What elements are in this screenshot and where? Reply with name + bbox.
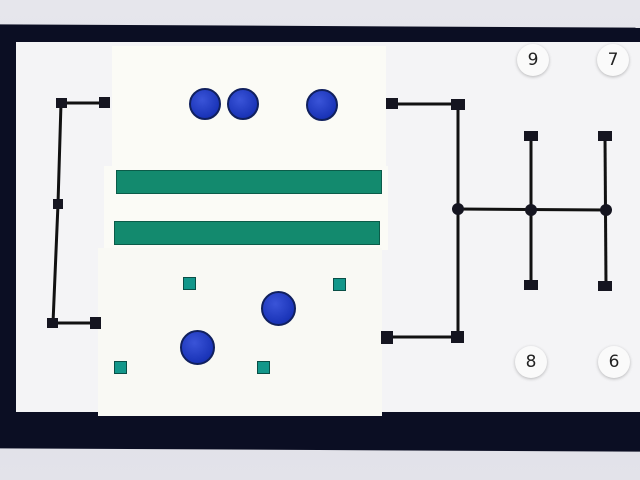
card-bottom <box>98 248 382 416</box>
connector-node <box>90 317 101 329</box>
junction-dot <box>600 204 612 216</box>
teal-square <box>183 277 196 290</box>
blue-circle <box>189 88 221 120</box>
connector-node <box>598 131 612 141</box>
connector-node <box>524 131 538 141</box>
teal-square <box>333 278 346 291</box>
connector-node <box>386 98 398 109</box>
blue-circle <box>261 291 296 326</box>
right-bracket-wire <box>385 102 460 339</box>
connector-node <box>56 98 67 108</box>
left-bracket-wire <box>51 101 106 325</box>
connector-node <box>47 318 58 328</box>
number-chip-7: 7 <box>597 44 629 76</box>
number-chip-9: 9 <box>517 44 549 76</box>
number-chip-8: 8 <box>515 346 547 378</box>
connector-node <box>451 331 464 343</box>
blue-circle <box>180 330 215 365</box>
connector-node <box>53 199 63 209</box>
connector-node <box>451 99 465 110</box>
junction-dot <box>452 203 464 215</box>
connector-node <box>598 281 612 291</box>
connector-node <box>524 280 538 290</box>
number-chip-6: 6 <box>598 346 630 378</box>
connector-node <box>99 97 110 108</box>
junction-dot <box>525 204 537 216</box>
teal-square <box>257 361 270 374</box>
blue-circle <box>306 89 338 121</box>
green-bar-upper <box>116 170 382 194</box>
teal-square <box>114 361 127 374</box>
connector-node <box>381 331 393 344</box>
blue-circle <box>227 88 259 120</box>
green-bar-lower <box>114 221 380 245</box>
